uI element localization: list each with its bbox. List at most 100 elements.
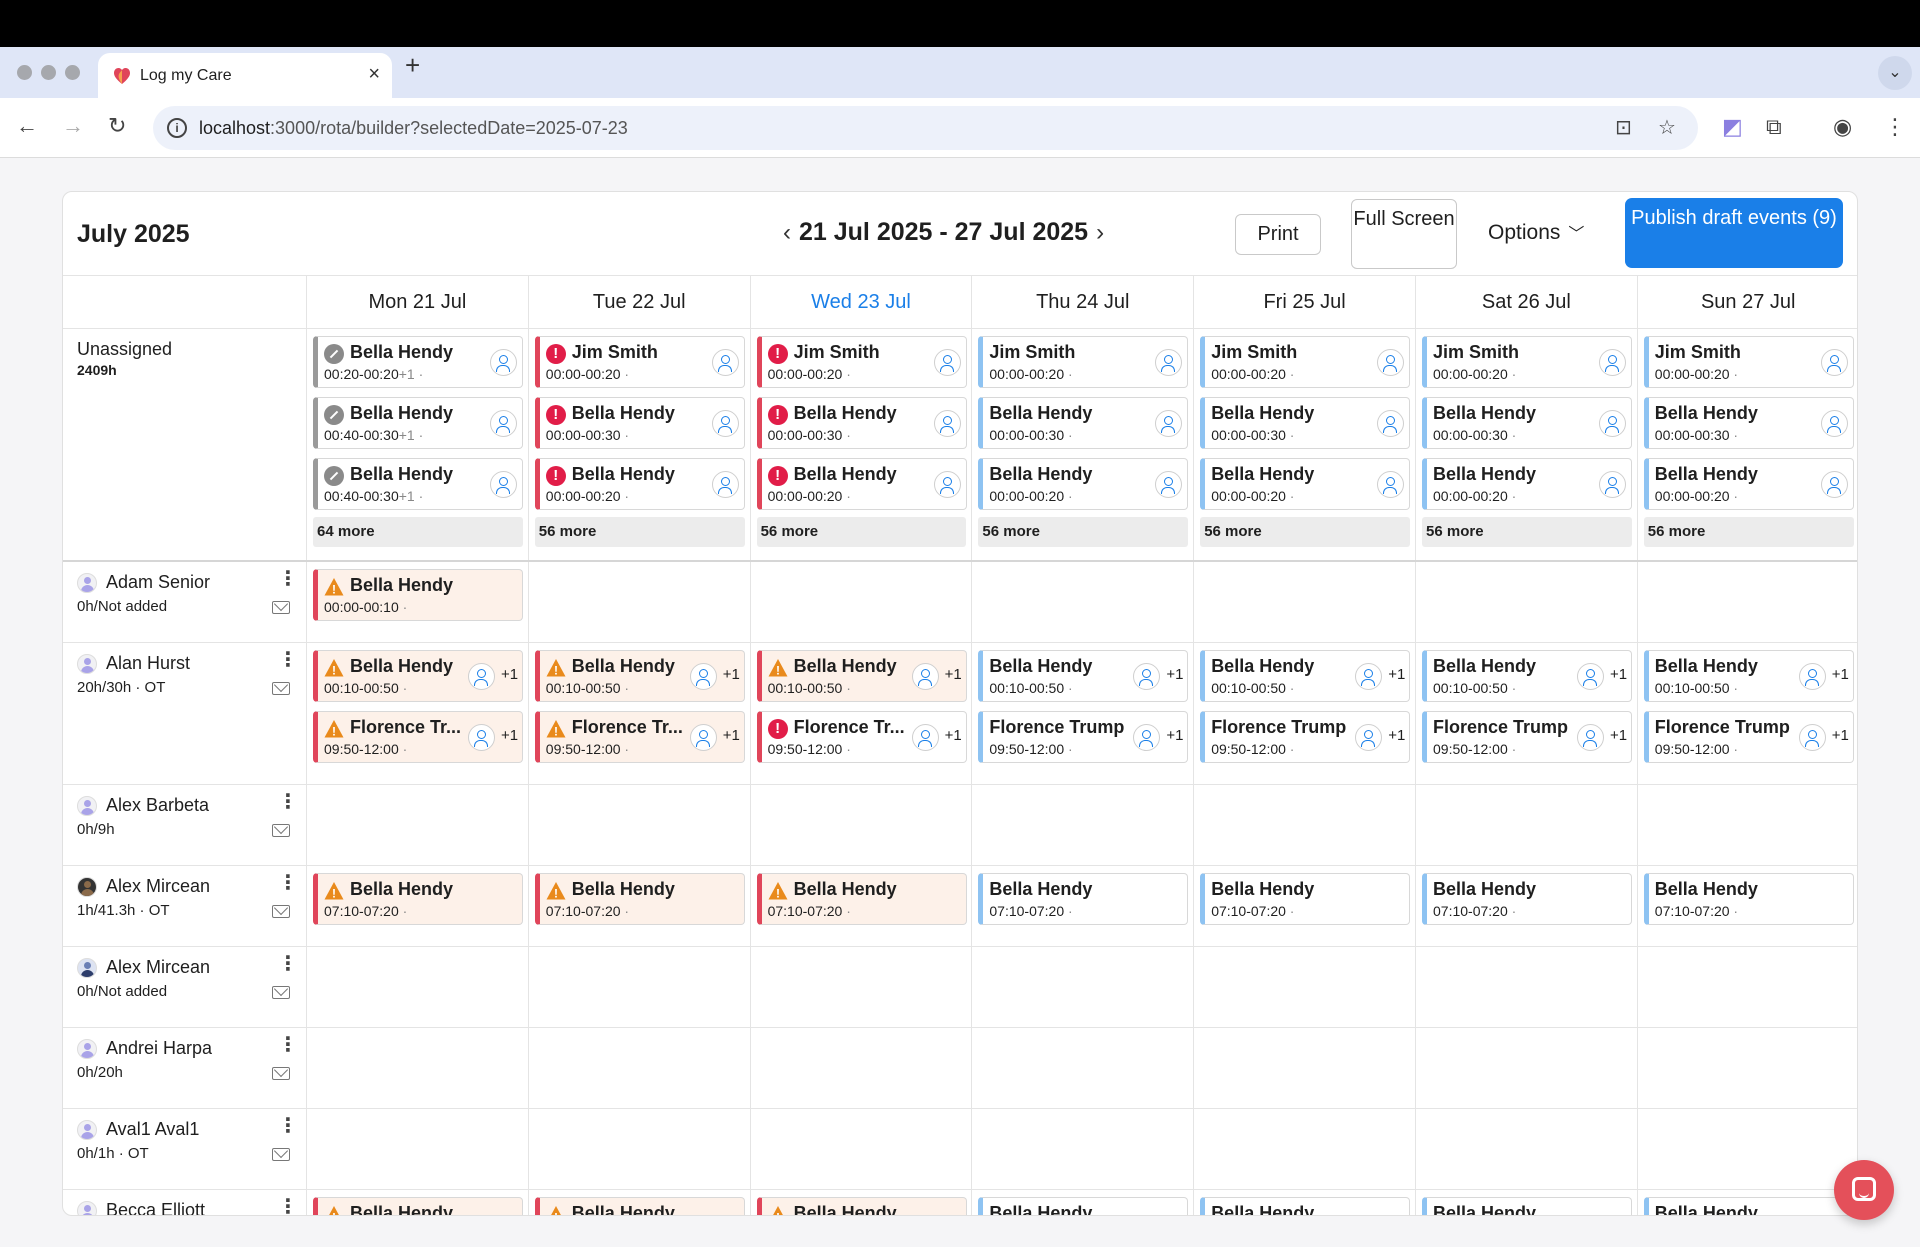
day-cell[interactable]: ! Bella Hendy <box>749 1190 972 1215</box>
more-options-icon[interactable]: ⋮ <box>278 1115 298 1137</box>
day-header[interactable]: Mon 21 Jul <box>306 276 528 329</box>
previous-week-chevron-icon[interactable]: ‹ <box>783 219 791 246</box>
assign-carer-icon[interactable] <box>1355 663 1383 690</box>
assign-carer-icon[interactable] <box>689 724 717 751</box>
day-cell[interactable] <box>527 947 750 1027</box>
day-cell[interactable] <box>306 1028 528 1108</box>
day-cell[interactable]: ! Bella Hendy 00:10-00:50 · +1! Florence Tr.… <box>306 643 528 784</box>
show-more-link[interactable]: 56 more <box>978 517 1189 547</box>
day-cell[interactable] <box>527 1028 750 1108</box>
assign-carer-icon[interactable] <box>1133 724 1161 751</box>
event-card[interactable]: Florence Trump 09:50-12:00 · +1 <box>1200 711 1411 763</box>
day-cell[interactable]: Bella Hendy 07:10-07:20 · <box>1636 866 1857 946</box>
day-cell[interactable] <box>527 562 750 642</box>
assign-carer-icon[interactable] <box>711 471 739 498</box>
assign-carer-icon[interactable] <box>689 663 717 690</box>
day-header[interactable]: Thu 24 Jul <box>971 276 1193 329</box>
day-cell[interactable]: Bella Hendy 07:10-07:20 · <box>1415 866 1637 946</box>
event-card[interactable]: ! Bella Hendy 00:00-00:10 · <box>313 569 523 621</box>
event-card[interactable]: ! Florence Tr... 09:50-12:00 · +1 <box>313 711 523 763</box>
assign-carer-icon[interactable] <box>911 663 939 690</box>
show-more-link[interactable]: 56 more <box>534 517 745 547</box>
profile-icon[interactable]: ◉ <box>1833 114 1853 139</box>
day-cell[interactable] <box>749 947 972 1027</box>
staff-name[interactable]: Alex Mircean <box>106 957 211 977</box>
day-cell[interactable] <box>1193 1109 1415 1189</box>
browser-tab[interactable]: Log my Care × <box>98 53 392 98</box>
assign-carer-icon[interactable] <box>1820 349 1848 376</box>
event-card[interactable]: ! Jim Smith 00:00-00:20 · <box>534 336 745 388</box>
staff-name[interactable]: Aval1 Aval1 <box>106 1119 200 1139</box>
event-card[interactable]: Bella Hendy <box>1643 1197 1854 1215</box>
day-cell[interactable]: ! Bella Hendy <box>527 1190 750 1215</box>
event-card[interactable]: Jim Smith 00:00-00:20 · <box>1200 336 1411 388</box>
more-options-icon[interactable]: ⋮ <box>278 1034 298 1056</box>
day-cell[interactable] <box>749 1028 972 1108</box>
browser-menu-icon[interactable]: ⋮ <box>1884 114 1906 139</box>
assign-carer-icon[interactable] <box>711 349 739 376</box>
event-card[interactable]: Bella Hendy 00:00-00:30 · <box>978 397 1189 449</box>
back-arrow-icon[interactable]: ← <box>16 113 38 138</box>
day-cell[interactable] <box>306 1109 528 1189</box>
event-card[interactable]: ! Bella Hendy 00:00-00:30 · <box>756 397 967 449</box>
assign-carer-icon[interactable] <box>933 471 961 498</box>
url-text[interactable]: localhost:3000/rota/builder?selectedDate… <box>199 118 628 138</box>
event-card[interactable]: Bella Hendy 00:10-00:50 · +1 <box>1643 650 1854 702</box>
assign-carer-icon[interactable] <box>1133 663 1161 690</box>
day-cell[interactable] <box>1193 1028 1415 1108</box>
day-cell[interactable] <box>1415 1028 1637 1108</box>
staff-name[interactable]: Adam Senior <box>106 572 211 592</box>
event-card[interactable]: ! Florence Tr... 09:50-12:00 · +1 <box>756 711 967 763</box>
show-more-link[interactable]: 56 more <box>1200 517 1410 547</box>
day-cell[interactable]: ! Bella Hendy 00:10-00:50 · +1! Florence Tr.… <box>749 643 972 784</box>
install-app-icon[interactable]: ⊡ <box>1615 117 1632 139</box>
day-cell[interactable] <box>971 785 1193 865</box>
day-cell[interactable] <box>1415 1109 1637 1189</box>
event-card[interactable]: Bella Hendy <box>1200 1197 1411 1215</box>
event-card[interactable]: Bella Hendy 00:40-00:30+1 · <box>313 458 523 510</box>
assign-carer-icon[interactable] <box>490 471 517 498</box>
day-cell[interactable] <box>1636 785 1857 865</box>
day-cell[interactable]: Bella Hendy <box>1193 1190 1415 1215</box>
address-bar[interactable]: i localhost:3000/rota/builder?selectedDa… <box>153 106 1698 150</box>
event-card[interactable]: Bella Hendy 00:00-00:30 · <box>1422 397 1632 449</box>
day-cell[interactable] <box>527 1109 750 1189</box>
mail-icon[interactable] <box>272 1148 290 1161</box>
day-cell[interactable]: ! Bella Hendy 00:10-00:50 · +1! Florence Tr.… <box>527 643 750 784</box>
day-cell[interactable] <box>1636 1109 1857 1189</box>
day-cell[interactable]: Bella Hendy 00:10-00:50 · +1 Florence Trump… <box>1415 643 1637 784</box>
extension-icon[interactable]: ◩ <box>1722 114 1743 139</box>
options-dropdown[interactable]: Options ﹀ <box>1488 220 1584 245</box>
day-cell[interactable]: Bella Hendy <box>1415 1190 1637 1215</box>
day-header[interactable]: Wed 23 Jul <box>749 276 972 329</box>
more-options-icon[interactable]: ⋮ <box>278 872 298 894</box>
day-cell[interactable] <box>1636 562 1857 642</box>
day-cell[interactable] <box>1636 1028 1857 1108</box>
day-cell[interactable]: ! Bella Hendy 07:10-07:20 · <box>527 866 750 946</box>
assign-carer-icon[interactable] <box>1155 471 1183 498</box>
event-card[interactable]: Bella Hendy 00:10-00:50 · +1 <box>1200 650 1411 702</box>
chat-launcher-button[interactable] <box>1834 1160 1894 1220</box>
mail-icon[interactable] <box>272 905 290 918</box>
assign-carer-icon[interactable] <box>1820 471 1848 498</box>
staff-name[interactable]: Alan Hurst <box>106 653 191 673</box>
forward-arrow-icon[interactable]: → <box>62 113 84 138</box>
assign-carer-icon[interactable] <box>468 663 495 690</box>
day-header[interactable]: Sun 27 Jul <box>1636 276 1857 329</box>
full-screen-button[interactable]: Full Screen <box>1351 199 1457 269</box>
event-card[interactable]: ! Bella Hendy 07:10-07:20 · <box>534 873 745 925</box>
day-cell[interactable]: Bella Hendy 07:10-07:20 · <box>1193 866 1415 946</box>
event-card[interactable]: ! Florence Tr... 09:50-12:00 · +1 <box>534 711 745 763</box>
event-card[interactable]: Bella Hendy 00:00-00:20 · <box>978 458 1189 510</box>
day-cell[interactable]: ! Bella Hendy 07:10-07:20 · <box>749 866 972 946</box>
day-cell[interactable] <box>1415 947 1637 1027</box>
assign-carer-icon[interactable] <box>468 724 495 751</box>
staff-name[interactable]: Alex Barbeta <box>106 795 210 815</box>
event-card[interactable]: ! Bella Hendy 07:10-07:20 · <box>756 873 967 925</box>
event-card[interactable]: Bella Hendy 00:10-00:50 · +1 <box>978 650 1189 702</box>
mail-icon[interactable] <box>272 986 290 999</box>
event-card[interactable]: Bella Hendy <box>978 1197 1189 1215</box>
extensions-puzzle-icon[interactable]: ⧉ <box>1766 114 1782 139</box>
day-cell[interactable] <box>749 562 972 642</box>
reload-icon[interactable]: ↻ <box>108 113 127 138</box>
